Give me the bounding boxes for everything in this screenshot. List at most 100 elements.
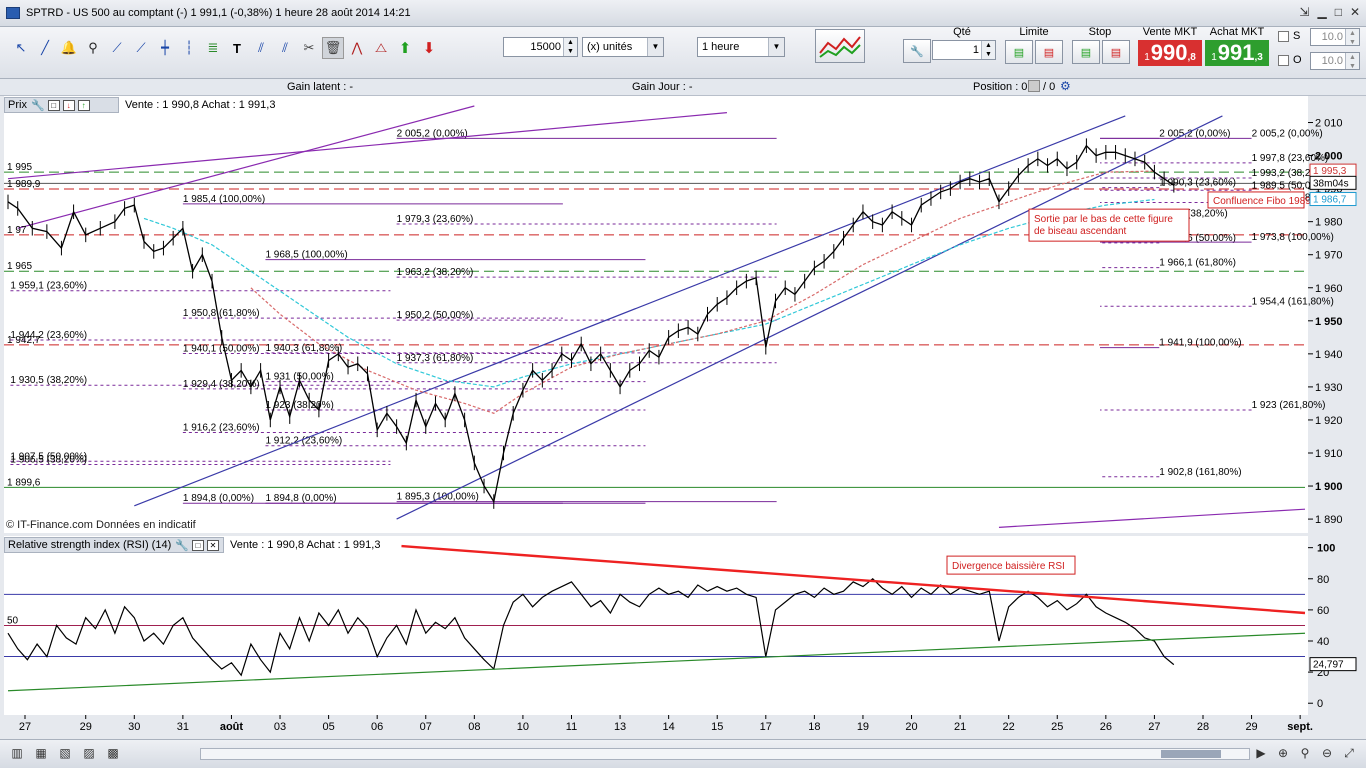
o-checkbox[interactable] <box>1278 54 1289 66</box>
fibonacci-icon[interactable]: ≣ <box>207 40 219 55</box>
fib-level-label: 1 906,5 (38,20%) <box>10 455 87 466</box>
text-tool-icon[interactable]: T <box>233 40 241 56</box>
time-axis-label: 27 <box>1148 721 1160 733</box>
scrollbar-thumb[interactable] <box>1161 750 1221 758</box>
close-panel-icon[interactable]: ✕ <box>206 539 219 551</box>
qty-stepper[interactable]: 1 ▲ ▼ <box>932 40 996 60</box>
heikin-ashi-icon[interactable]: ▨ <box>83 746 95 760</box>
price-axis-label: 1 950 <box>1315 316 1343 328</box>
close-position-icon[interactable] <box>1028 80 1040 92</box>
time-axis-label: 28 <box>1197 721 1209 733</box>
candlestick-icon[interactable]: ▥ <box>11 746 23 760</box>
bell-icon[interactable]: 🔔 <box>60 40 78 55</box>
title-bar: SPTRD - US 500 au comptant (-) 1 991,1 (… <box>0 0 1366 27</box>
zoom-out-icon[interactable]: ⊖ <box>1321 746 1333 760</box>
parallel-icon[interactable]: ⫽ <box>282 40 288 55</box>
move-up-icon[interactable]: ↑ <box>77 99 90 111</box>
qty-value: 1 <box>972 44 979 56</box>
price-tag-label: 38m04s <box>1313 178 1349 189</box>
close-button[interactable]: ✕ <box>1349 5 1360 19</box>
ruler-icon[interactable]: ╱ <box>41 40 49 55</box>
price-axis-label: 1 900 <box>1315 481 1343 493</box>
sell-price-decimal: ,8 <box>1187 52 1196 63</box>
o-label: O <box>1293 54 1302 66</box>
price-axis-label: 1 940 <box>1315 349 1343 361</box>
arrow-down-icon[interactable]: ⬇ <box>422 40 436 57</box>
arrow-up-icon[interactable]: ⬆ <box>398 40 412 57</box>
line-tool-icon[interactable]: ⟋ <box>112 40 122 55</box>
time-axis-label: août <box>220 721 244 733</box>
price-axis-label: 2 010 <box>1315 118 1343 130</box>
o-value-stepper[interactable]: 10.0 ▲ ▼ <box>1310 52 1360 70</box>
chart-area[interactable]: 2 005,2 (0,00%) 2 005,2 (0,00%) 2 005,2 (0… <box>0 96 1366 739</box>
trash-icon[interactable]: 🗑 <box>322 37 344 59</box>
limit-sell-button[interactable]: ▤ <box>1035 40 1063 64</box>
tools-icon[interactable]: ✂ <box>303 40 315 55</box>
stepper-arrows-icon[interactable]: ▲ ▼ <box>1345 29 1359 46</box>
price-axis-label: 2 000 <box>1315 151 1343 163</box>
triangle-icon[interactable]: ⧍ <box>374 40 388 55</box>
minimize-button[interactable]: ▁ <box>1317 5 1327 19</box>
position-info-bar: Gain latent : - Gain Jour : - Position :… <box>0 79 1366 96</box>
maximize-panel-icon[interactable]: □ <box>47 99 60 111</box>
buy-mkt-button[interactable]: 1 991 ,3 <box>1205 40 1269 66</box>
time-axis-label: 07 <box>420 721 432 733</box>
bar-chart-icon[interactable]: ▦ <box>35 746 47 760</box>
price-tag-label: 1 986,7 <box>1313 195 1347 206</box>
zoom-icon[interactable]: ⚲ <box>1300 746 1310 760</box>
trend-line-left <box>17 105 475 229</box>
maximize-panel-icon[interactable]: □ <box>191 539 204 551</box>
move-down-icon[interactable]: ↓ <box>62 99 75 111</box>
fib-level-label: 1 968,5 (100,00%) <box>265 250 347 261</box>
price-tag-box <box>1309 192 1357 207</box>
window-title: SPTRD - US 500 au comptant (-) 1 991,1 (… <box>26 7 411 19</box>
timeframe-select[interactable]: 1 heure ▼ <box>697 37 785 57</box>
line-chart-icon[interactable]: ▧ <box>59 746 71 760</box>
wrench-icon[interactable]: 🔧 <box>175 539 189 552</box>
units-select[interactable]: (x) unités ▼ <box>582 37 664 57</box>
s-value-stepper[interactable]: 10.0 ▲ ▼ <box>1310 28 1360 46</box>
s-label: S <box>1293 30 1301 42</box>
stepper-arrows-icon[interactable]: ▲ ▼ <box>563 38 577 56</box>
channel-icon[interactable]: ⫽ <box>258 40 264 55</box>
maximize-button[interactable]: □ <box>1334 5 1342 19</box>
rsi-level-label: 50 <box>7 615 19 626</box>
quantity-units-stepper[interactable]: 15000 ▲ ▼ <box>503 37 578 57</box>
cursor-icon[interactable]: ↖ <box>15 40 27 55</box>
fib-level-label: 1 993,2 (38,20%) <box>1252 168 1329 179</box>
s-checkbox[interactable] <box>1278 30 1289 42</box>
sell-mkt-button[interactable]: 1 990 ,8 <box>1138 40 1202 66</box>
horizontal-line-icon[interactable]: ┿ <box>161 40 169 55</box>
fib-level-label: 1 923 (38,20%) <box>265 400 333 411</box>
time-axis-label: 18 <box>808 721 820 733</box>
zigzag-icon[interactable]: ⋀ <box>351 40 363 55</box>
rsi-plot[interactable]: 50 Divergence baissière RSI <box>4 544 1306 692</box>
limit-buy-button[interactable]: ▤ <box>1005 40 1033 64</box>
indicator-button[interactable] <box>815 29 865 63</box>
fib-level-label: 1 940,1 (50,00%) <box>183 344 260 355</box>
ray-tool-icon[interactable]: ⟋ <box>136 40 146 55</box>
fib-level-label: 1 929,4 (38,20%) <box>183 379 260 390</box>
time-axis-label: 19 <box>857 721 869 733</box>
toolbar: ↖ ╱ 🔔 ⚲ ⟋ ⟋ ┿ ┆ ≣ T ⫽ ⫽ ✂ 🗑 ⋀ ⧍ ⬆ ⬇ 1500… <box>0 26 1366 79</box>
wrench-icon[interactable]: 🔧 <box>30 99 45 112</box>
pin-icon[interactable]: ⇲ <box>1299 5 1310 19</box>
fib-level-label: 1 990,3 (23,60%) <box>1159 178 1236 189</box>
scroll-right-icon[interactable]: ▶ <box>1256 746 1266 760</box>
gear-icon[interactable]: ⚙ <box>1060 79 1071 93</box>
stepper-arrows-icon[interactable]: ▲ ▼ <box>981 41 995 59</box>
settings-button[interactable]: 🔧 <box>903 39 931 63</box>
area-chart-icon[interactable]: ▩ <box>107 746 119 760</box>
vertical-line-icon[interactable]: ┆ <box>185 40 193 55</box>
magnifier-icon[interactable]: ⚲ <box>88 40 98 55</box>
zoom-in-icon[interactable]: ⊕ <box>1277 746 1289 760</box>
price-plot[interactable]: 2 005,2 (0,00%) 2 005,2 (0,00%) 2 005,2 (0… <box>4 105 1334 528</box>
time-scrollbar[interactable] <box>200 748 1250 760</box>
level-label: 1 899,6 <box>7 477 41 488</box>
level-label: 1 965 <box>7 261 32 272</box>
stop-buy-button[interactable]: ▤ <box>1072 40 1100 64</box>
auto-scale-icon[interactable]: ⤢ <box>1344 745 1354 760</box>
stop-sell-button[interactable]: ▤ <box>1102 40 1130 64</box>
stepper-arrows-icon[interactable]: ▲ ▼ <box>1345 53 1359 70</box>
time-axis-label: sept. <box>1287 721 1313 733</box>
